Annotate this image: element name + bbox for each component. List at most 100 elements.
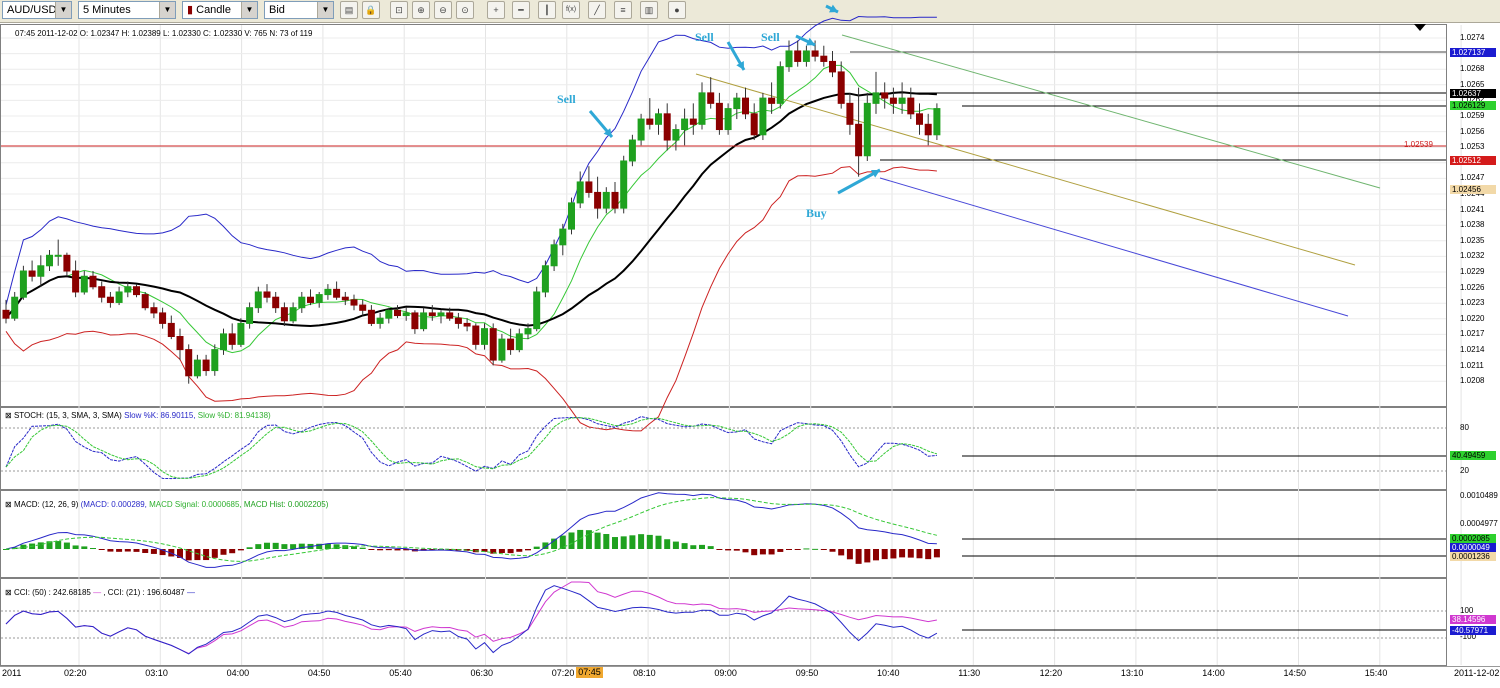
price-tick: 1.0208 <box>1460 376 1485 386</box>
vertical-line-icon[interactable]: ┃ <box>538 1 556 19</box>
indicator-icon[interactable]: f(x) <box>562 1 580 19</box>
trendline-icon[interactable]: ╱ <box>588 1 606 19</box>
zoom-reset-icon[interactable]: ⊙ <box>456 1 474 19</box>
macd-signal-tag: 0.0002085 <box>1450 534 1496 543</box>
candle-body <box>359 304 367 311</box>
chevron-down-icon[interactable]: ▼ <box>241 2 257 18</box>
symbol-select[interactable]: AUD/USD ▼ <box>2 1 72 19</box>
cci50-tag: 38.14596 <box>1450 615 1496 624</box>
macd-hist-bar <box>846 549 853 560</box>
macd-hist-bar <box>803 548 810 550</box>
ohlc-info: 07:45 2011-12-02 O: 1.02347 H: 1.02389 L… <box>15 29 313 38</box>
zoom-in-icon[interactable]: ⊕ <box>412 1 430 19</box>
macd-hist-bar <box>881 549 888 560</box>
candle-body <box>2 309 10 319</box>
candle-body <box>872 92 880 104</box>
sell-arrow-4-head <box>829 4 838 13</box>
candle-body <box>115 291 123 303</box>
chevron-down-icon[interactable]: ▼ <box>159 2 175 18</box>
candle-body <box>402 312 410 317</box>
macd-hist-bar <box>516 549 523 552</box>
chevron-down-icon[interactable]: ▼ <box>317 2 333 18</box>
candle-body <box>829 60 836 73</box>
chart-type-select[interactable]: ▮ Candle ▼ <box>182 1 258 19</box>
zoom-fit-icon[interactable]: ⊡ <box>390 1 408 19</box>
candle-body <box>498 338 506 361</box>
stoch-k-line <box>5 416 937 480</box>
horizontal-line-icon[interactable]: ━ <box>512 1 530 19</box>
close-icon[interactable]: ⊠ <box>5 411 12 420</box>
candle-body <box>724 108 732 131</box>
time-tick: 10:40 <box>877 668 900 678</box>
candle-body <box>185 349 193 377</box>
time-tick: 05:40 <box>389 668 412 678</box>
macd-hist-bar <box>264 542 270 549</box>
candle-body <box>307 296 314 303</box>
chart-settings-icon[interactable]: ▤ <box>340 1 358 19</box>
lower-band-tag: 1.02512 <box>1450 156 1496 165</box>
candle-body <box>237 322 245 345</box>
macd-hist-bar <box>177 549 183 558</box>
price-tick: 1.0229 <box>1460 267 1485 276</box>
sell-arrow-3-head <box>806 37 815 46</box>
crosshair-icon[interactable]: + <box>487 1 505 19</box>
macd-hist-bar <box>794 549 801 550</box>
close-icon[interactable]: ⊠ <box>5 500 12 509</box>
candle-body <box>298 296 306 309</box>
circle-icon[interactable]: ● <box>668 1 686 19</box>
price-type-select[interactable]: Bid ▼ <box>264 1 334 19</box>
time-tick: 09:00 <box>714 668 737 678</box>
price-tick: 1.0247 <box>1460 173 1485 183</box>
macd-hist-bar <box>864 549 871 563</box>
candle-body <box>202 359 210 372</box>
cci21-name: , CCI: (21) : 196.60487 <box>103 588 185 597</box>
macd-hist-bar <box>568 532 575 549</box>
macd-hist-bar <box>124 549 131 552</box>
candle-body <box>246 307 254 324</box>
macd-hist-bar <box>525 549 531 551</box>
macd-hist-value: MACD Hist: 0.0002205) <box>243 500 329 509</box>
candle-body <box>437 312 445 317</box>
macd-hist-bar <box>716 549 723 550</box>
candle-body <box>611 191 619 209</box>
candle-body <box>889 97 897 104</box>
macd-hist-bar <box>316 543 323 549</box>
macd-hist-bar <box>116 549 123 552</box>
time-axis[interactable] <box>0 666 1500 688</box>
candle-body <box>333 288 341 298</box>
candle-body <box>837 71 845 104</box>
candle-body <box>742 97 749 115</box>
time-tick: 04:50 <box>307 668 331 678</box>
candle-body <box>193 359 201 377</box>
candle-body <box>628 139 636 162</box>
candle-body <box>707 92 715 104</box>
timeframe-select[interactable]: 5 Minutes ▼ <box>78 1 176 19</box>
macd-tick-high: 0.0010489 <box>1460 491 1498 500</box>
chevron-down-icon[interactable]: ▼ <box>55 2 71 18</box>
time-tick: 04:00 <box>226 668 250 678</box>
print-icon[interactable]: ▥ <box>640 1 658 19</box>
time-tick: 09:50 <box>795 668 819 678</box>
macd-hist-bar <box>237 549 244 551</box>
macd-hist-bar <box>290 544 297 549</box>
stoch-value-tag: 40.49459 <box>1450 451 1496 460</box>
macd-hist-bar <box>203 549 210 561</box>
close-price-tag: 1.02637 <box>1450 89 1496 98</box>
macd-hist-bar <box>298 543 305 549</box>
close-icon[interactable]: ⊠ <box>5 588 12 597</box>
macd-hist-bar <box>707 546 714 549</box>
candle-body <box>489 328 497 361</box>
sell-annotation-1: Sell <box>557 92 576 106</box>
fibonacci-icon[interactable]: ≡ <box>614 1 632 19</box>
price-tick: 1.0253 <box>1460 142 1485 152</box>
candle-body <box>924 123 932 136</box>
candle-body <box>472 325 480 345</box>
zoom-out-icon[interactable]: ⊖ <box>434 1 452 19</box>
macd-hist-bar <box>933 549 940 558</box>
lock-icon[interactable]: 🔒 <box>362 1 380 19</box>
macd-hist-bar <box>394 549 401 551</box>
candle-body <box>37 265 45 277</box>
candle-body <box>533 291 541 330</box>
macd-hist-bar <box>873 549 879 561</box>
candle-body <box>98 286 106 298</box>
